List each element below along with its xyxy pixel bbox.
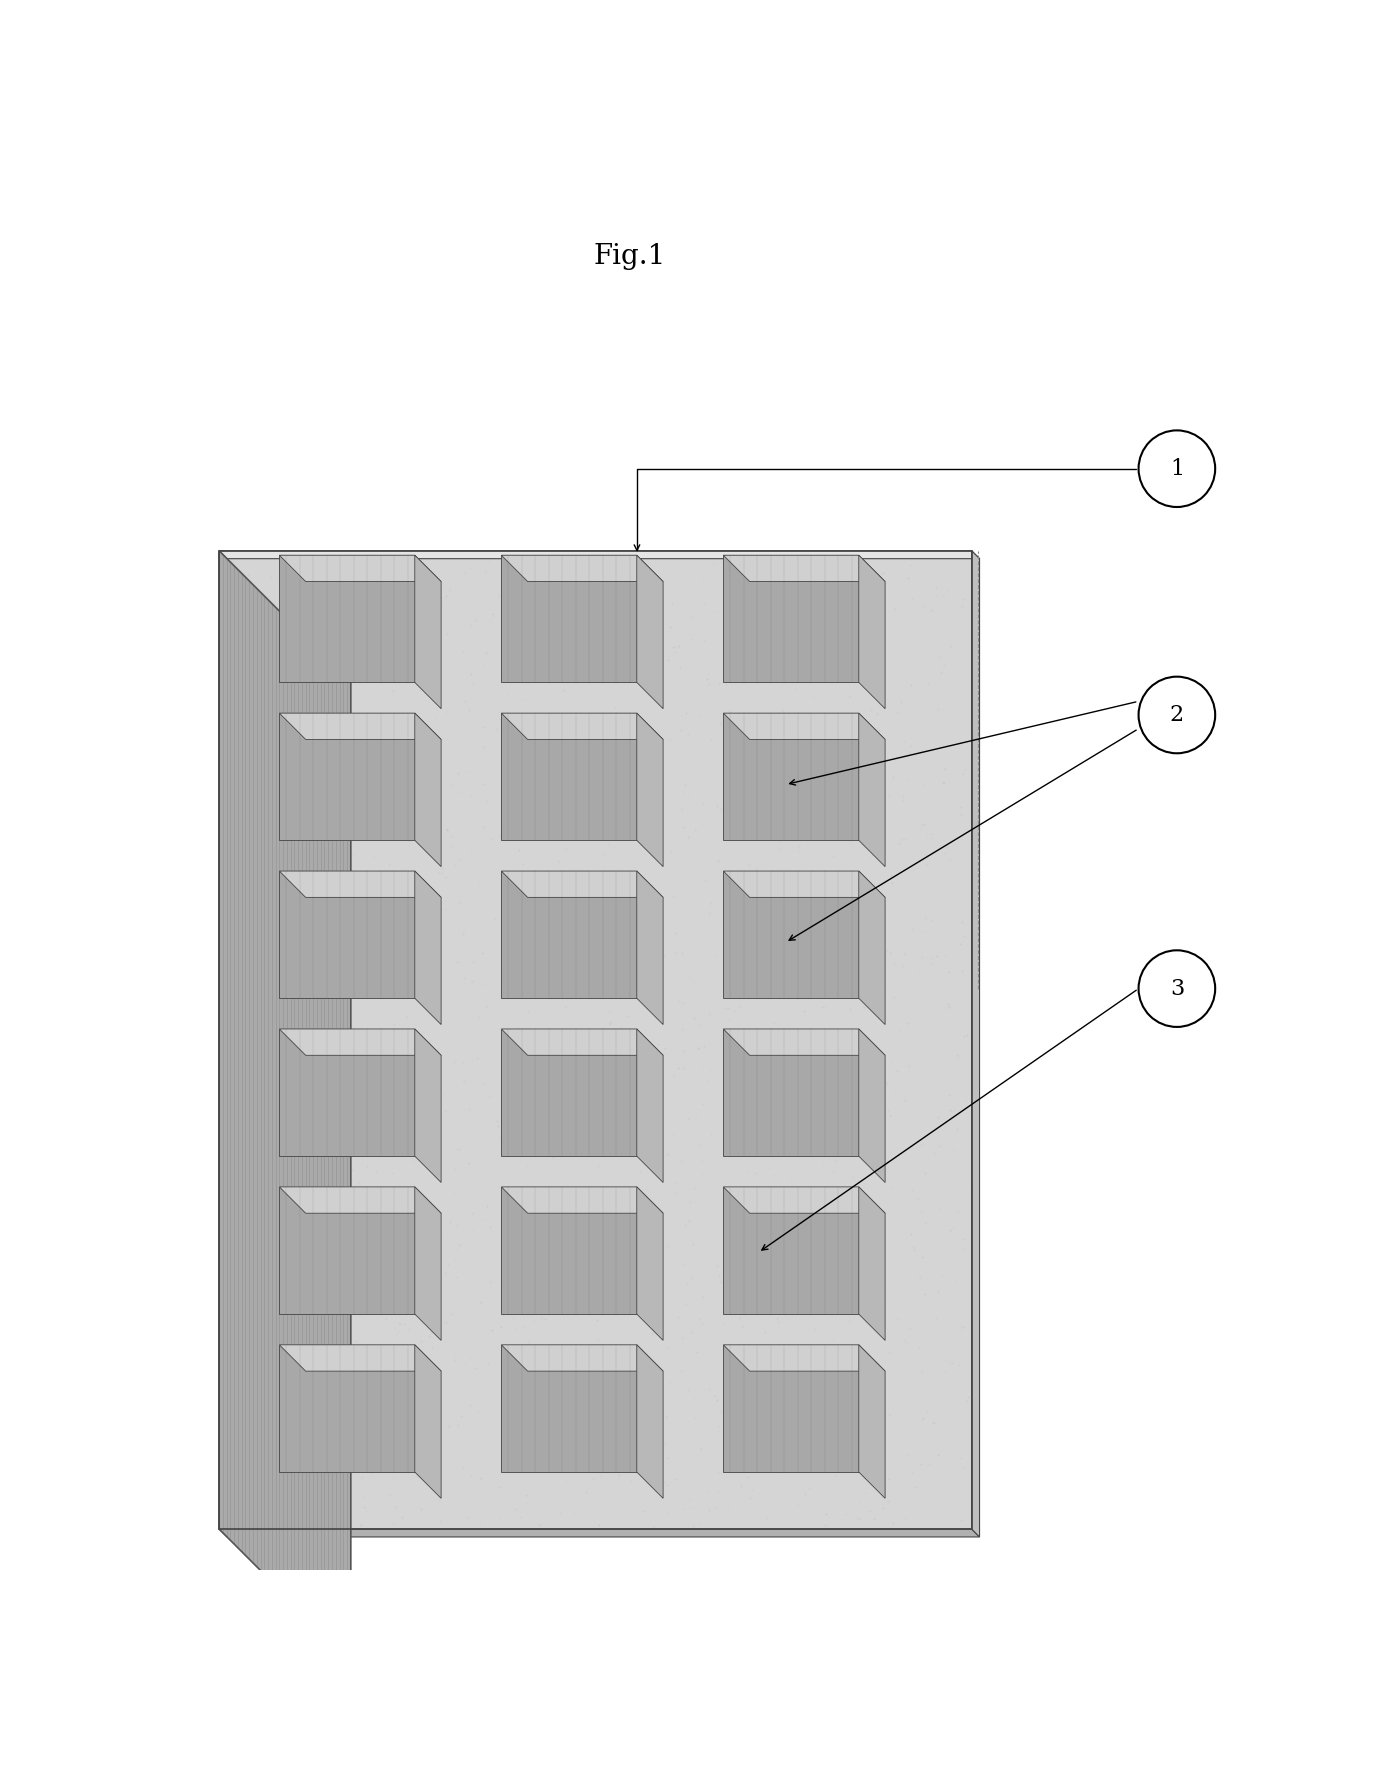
Polygon shape xyxy=(637,712,663,867)
Polygon shape xyxy=(637,1187,663,1340)
Polygon shape xyxy=(279,555,415,682)
Polygon shape xyxy=(637,1345,663,1499)
Polygon shape xyxy=(279,872,441,897)
Polygon shape xyxy=(859,555,885,709)
Polygon shape xyxy=(279,1187,415,1315)
Polygon shape xyxy=(501,1345,637,1473)
Polygon shape xyxy=(859,712,885,867)
Polygon shape xyxy=(279,872,415,998)
Polygon shape xyxy=(501,712,637,840)
Circle shape xyxy=(1139,950,1215,1028)
Circle shape xyxy=(1139,677,1215,753)
Polygon shape xyxy=(501,872,637,998)
Polygon shape xyxy=(219,1529,980,1536)
Polygon shape xyxy=(415,555,441,709)
Polygon shape xyxy=(723,1187,859,1315)
Polygon shape xyxy=(637,1030,663,1182)
Polygon shape xyxy=(501,555,663,581)
Polygon shape xyxy=(501,872,663,897)
Polygon shape xyxy=(501,1345,663,1372)
Polygon shape xyxy=(859,1030,885,1182)
Polygon shape xyxy=(723,872,859,998)
Polygon shape xyxy=(415,872,441,1024)
Polygon shape xyxy=(279,555,441,581)
Polygon shape xyxy=(637,555,663,709)
Polygon shape xyxy=(723,1030,885,1056)
Polygon shape xyxy=(415,1030,441,1182)
Polygon shape xyxy=(415,1345,441,1499)
Polygon shape xyxy=(859,1345,885,1499)
Polygon shape xyxy=(279,712,415,840)
Polygon shape xyxy=(501,1187,637,1315)
Polygon shape xyxy=(723,555,885,581)
Polygon shape xyxy=(859,1187,885,1340)
Polygon shape xyxy=(972,551,980,1536)
Polygon shape xyxy=(723,872,885,897)
Text: 1: 1 xyxy=(1170,457,1184,480)
Polygon shape xyxy=(279,712,441,739)
Polygon shape xyxy=(723,555,859,682)
Polygon shape xyxy=(415,712,441,867)
Polygon shape xyxy=(723,1345,885,1372)
Polygon shape xyxy=(723,1187,885,1214)
Polygon shape xyxy=(501,555,637,682)
Polygon shape xyxy=(723,1345,859,1473)
Polygon shape xyxy=(219,551,980,558)
Circle shape xyxy=(1139,431,1215,507)
Text: 2: 2 xyxy=(1170,703,1184,727)
Text: Fig.1: Fig.1 xyxy=(593,243,666,269)
Polygon shape xyxy=(279,1030,441,1056)
Polygon shape xyxy=(501,1187,663,1214)
Polygon shape xyxy=(279,1187,441,1214)
Polygon shape xyxy=(279,1345,415,1473)
Polygon shape xyxy=(723,712,859,840)
Polygon shape xyxy=(501,1030,637,1155)
Polygon shape xyxy=(219,551,972,1529)
Polygon shape xyxy=(723,1030,859,1155)
Polygon shape xyxy=(637,872,663,1024)
Polygon shape xyxy=(415,1187,441,1340)
Text: 3: 3 xyxy=(1170,978,1184,999)
Polygon shape xyxy=(501,712,663,739)
Polygon shape xyxy=(501,1030,663,1056)
Polygon shape xyxy=(219,551,350,1660)
Polygon shape xyxy=(279,1030,415,1155)
Polygon shape xyxy=(723,712,885,739)
Polygon shape xyxy=(279,1345,441,1372)
Polygon shape xyxy=(859,872,885,1024)
